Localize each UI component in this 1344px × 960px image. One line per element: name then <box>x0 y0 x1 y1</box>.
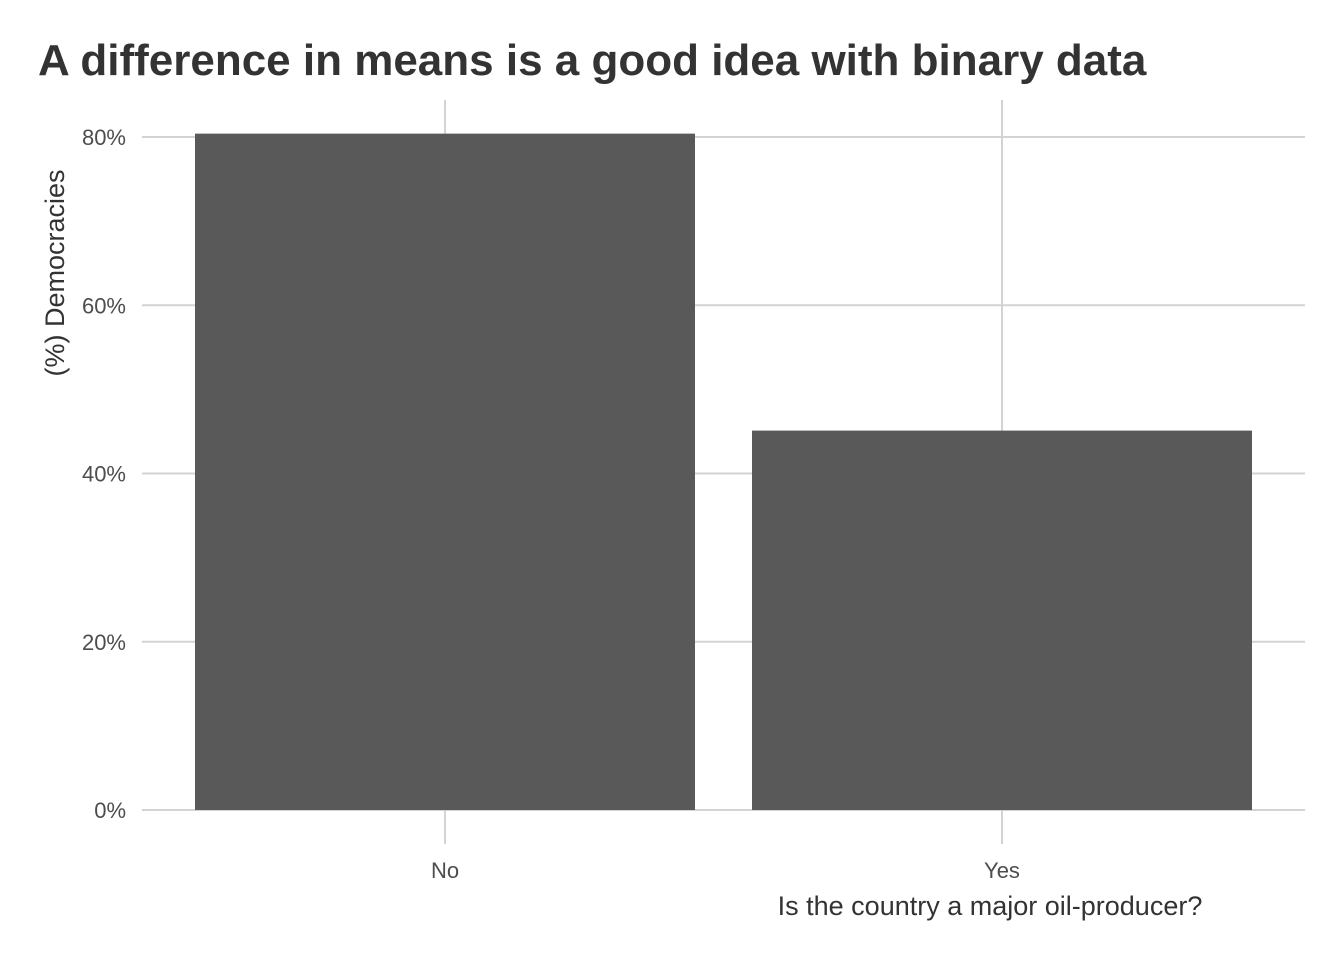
bar-yes <box>752 430 1252 810</box>
x-tick-label-yes: Yes <box>984 858 1020 883</box>
x-axis-label: Is the country a major oil-producer? <box>778 891 1203 921</box>
y-tick-label-0: 0% <box>94 798 126 823</box>
y-axis-label: (%) Democracies <box>40 169 70 376</box>
x-axis-ticks: No Yes <box>431 858 1020 883</box>
y-tick-label-2: 40% <box>82 462 126 487</box>
bar-no <box>195 133 695 810</box>
y-axis-ticks: 0% 20% 40% 60% 80% <box>82 125 126 823</box>
chart-title: A difference in means is a good idea wit… <box>38 36 1147 85</box>
y-tick-label-1: 20% <box>82 630 126 655</box>
x-tick-label-no: No <box>431 858 459 883</box>
y-tick-label-3: 60% <box>82 293 126 318</box>
bar-layer <box>195 133 1252 810</box>
y-tick-label-4: 80% <box>82 125 126 150</box>
